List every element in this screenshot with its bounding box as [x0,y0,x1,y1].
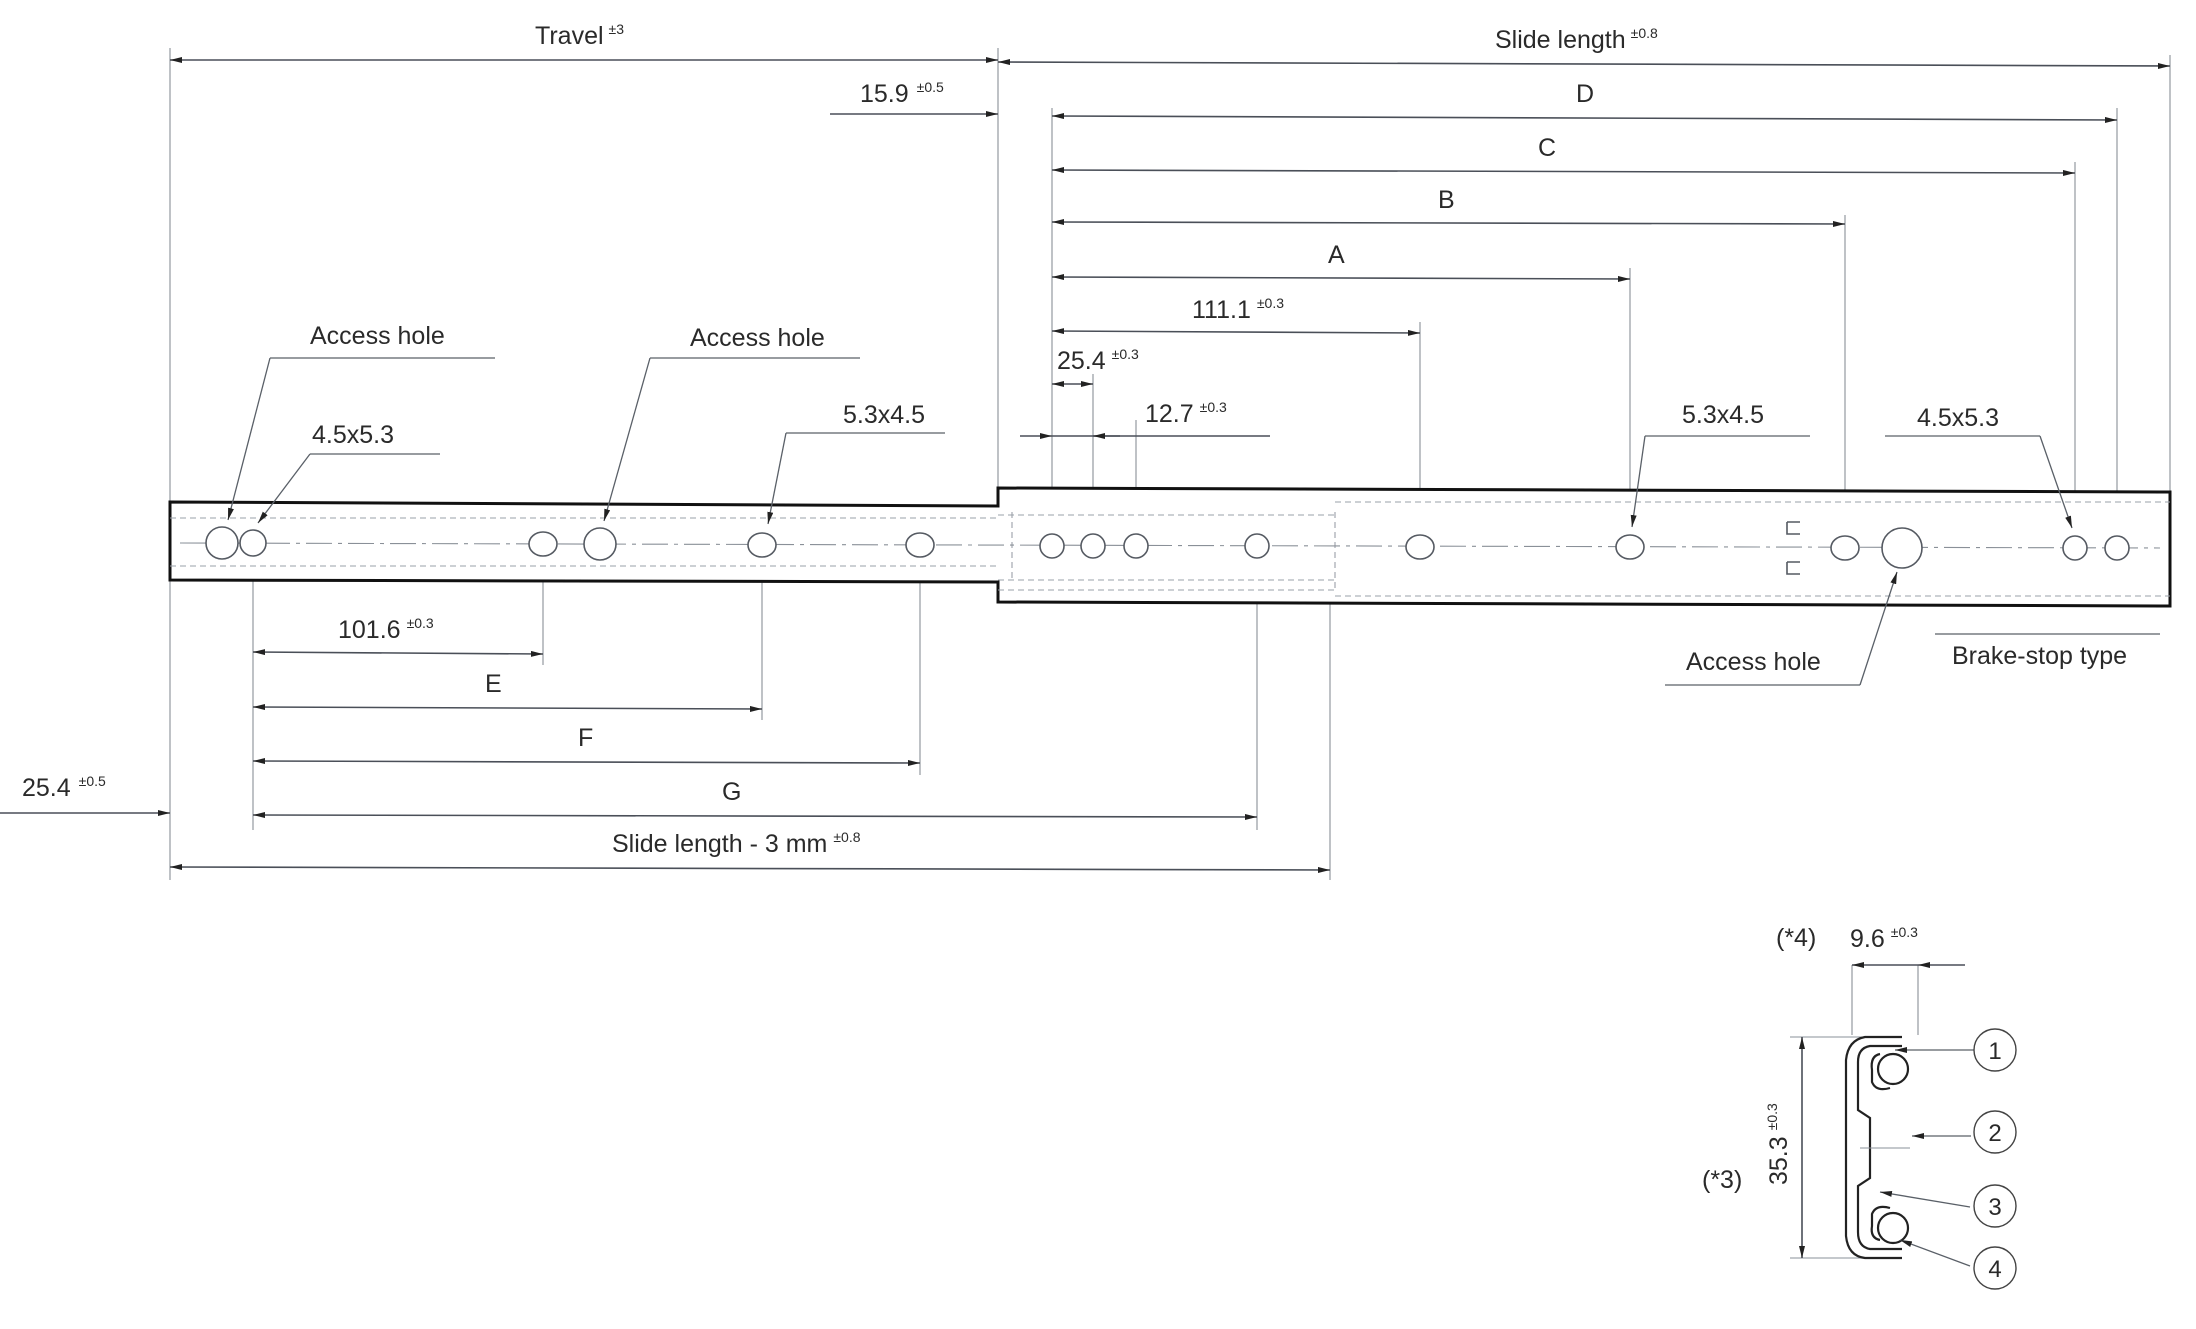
hole-size-mid: 5.3x4.5 [843,401,925,429]
leader-lines [227,357,2160,686]
slide-body [168,486,2172,608]
callout-3: 3 [1988,1194,2001,1221]
dim-G: G [722,778,741,806]
hole-size-far-right: 4.5x5.3 [1917,404,1999,432]
callout-circle-1 [1973,1028,2017,1072]
callout-circle-4 [1973,1246,2017,1290]
dim-9-6: 9.6 ±0.3 [1850,924,1918,953]
extension-lines [169,48,2171,880]
travel-label: Travel ±3 [535,21,624,50]
dim-35-3: 35.3±0.3 [1764,1103,1793,1185]
labels: Travel ±3 Slide length ±0.8 15.9 ±0.5 D C B… [22,21,2127,1283]
callout-circle-3 [1973,1184,2017,1228]
dim-A: A [1328,241,1345,269]
dim-F: F [578,724,593,752]
callout-4: 4 [1988,1256,2001,1283]
slide-holes [205,521,2130,575]
callout-2: 2 [1988,1120,2001,1147]
slide-length-minus-label: Slide length - 3 mm ±0.8 [612,829,861,858]
dim-15-9: 15.9 ±0.5 [860,79,944,108]
note-4: (*4) [1776,924,1816,952]
dim-25-4-left: 25.4 ±0.5 [22,773,106,802]
hole-size-left: 4.5x5.3 [312,421,394,449]
callout-1: 1 [1988,1038,2001,1065]
slide-length-label: Slide length ±0.8 [1495,25,1658,54]
hole-size-right: 5.3x4.5 [1682,401,1764,429]
dim-E: E [485,670,502,698]
dim-D: D [1576,80,1594,108]
dim-B: B [1438,186,1455,214]
dim-25-4-top: 25.4 ±0.3 [1057,346,1139,375]
access-hole-label-3: Access hole [1686,648,1821,676]
access-hole-label-2: Access hole [690,324,825,352]
cross-section [1790,962,2017,1290]
bottom-dimension-lines [0,649,1331,873]
dim-12-7: 12.7 ±0.3 [1145,399,1227,428]
dim-C: C [1538,134,1556,162]
note-3: (*3) [1702,1166,1742,1194]
callout-circle-2 [1973,1110,2017,1154]
dim-111-1: 111.1 ±0.3 [1192,295,1284,324]
top-dimension-lines [170,57,2171,439]
access-hole-label-1: Access hole [310,322,445,350]
dim-101-6: 101.6 ±0.3 [338,615,434,644]
brake-stop-label: Brake-stop type [1952,642,2127,670]
